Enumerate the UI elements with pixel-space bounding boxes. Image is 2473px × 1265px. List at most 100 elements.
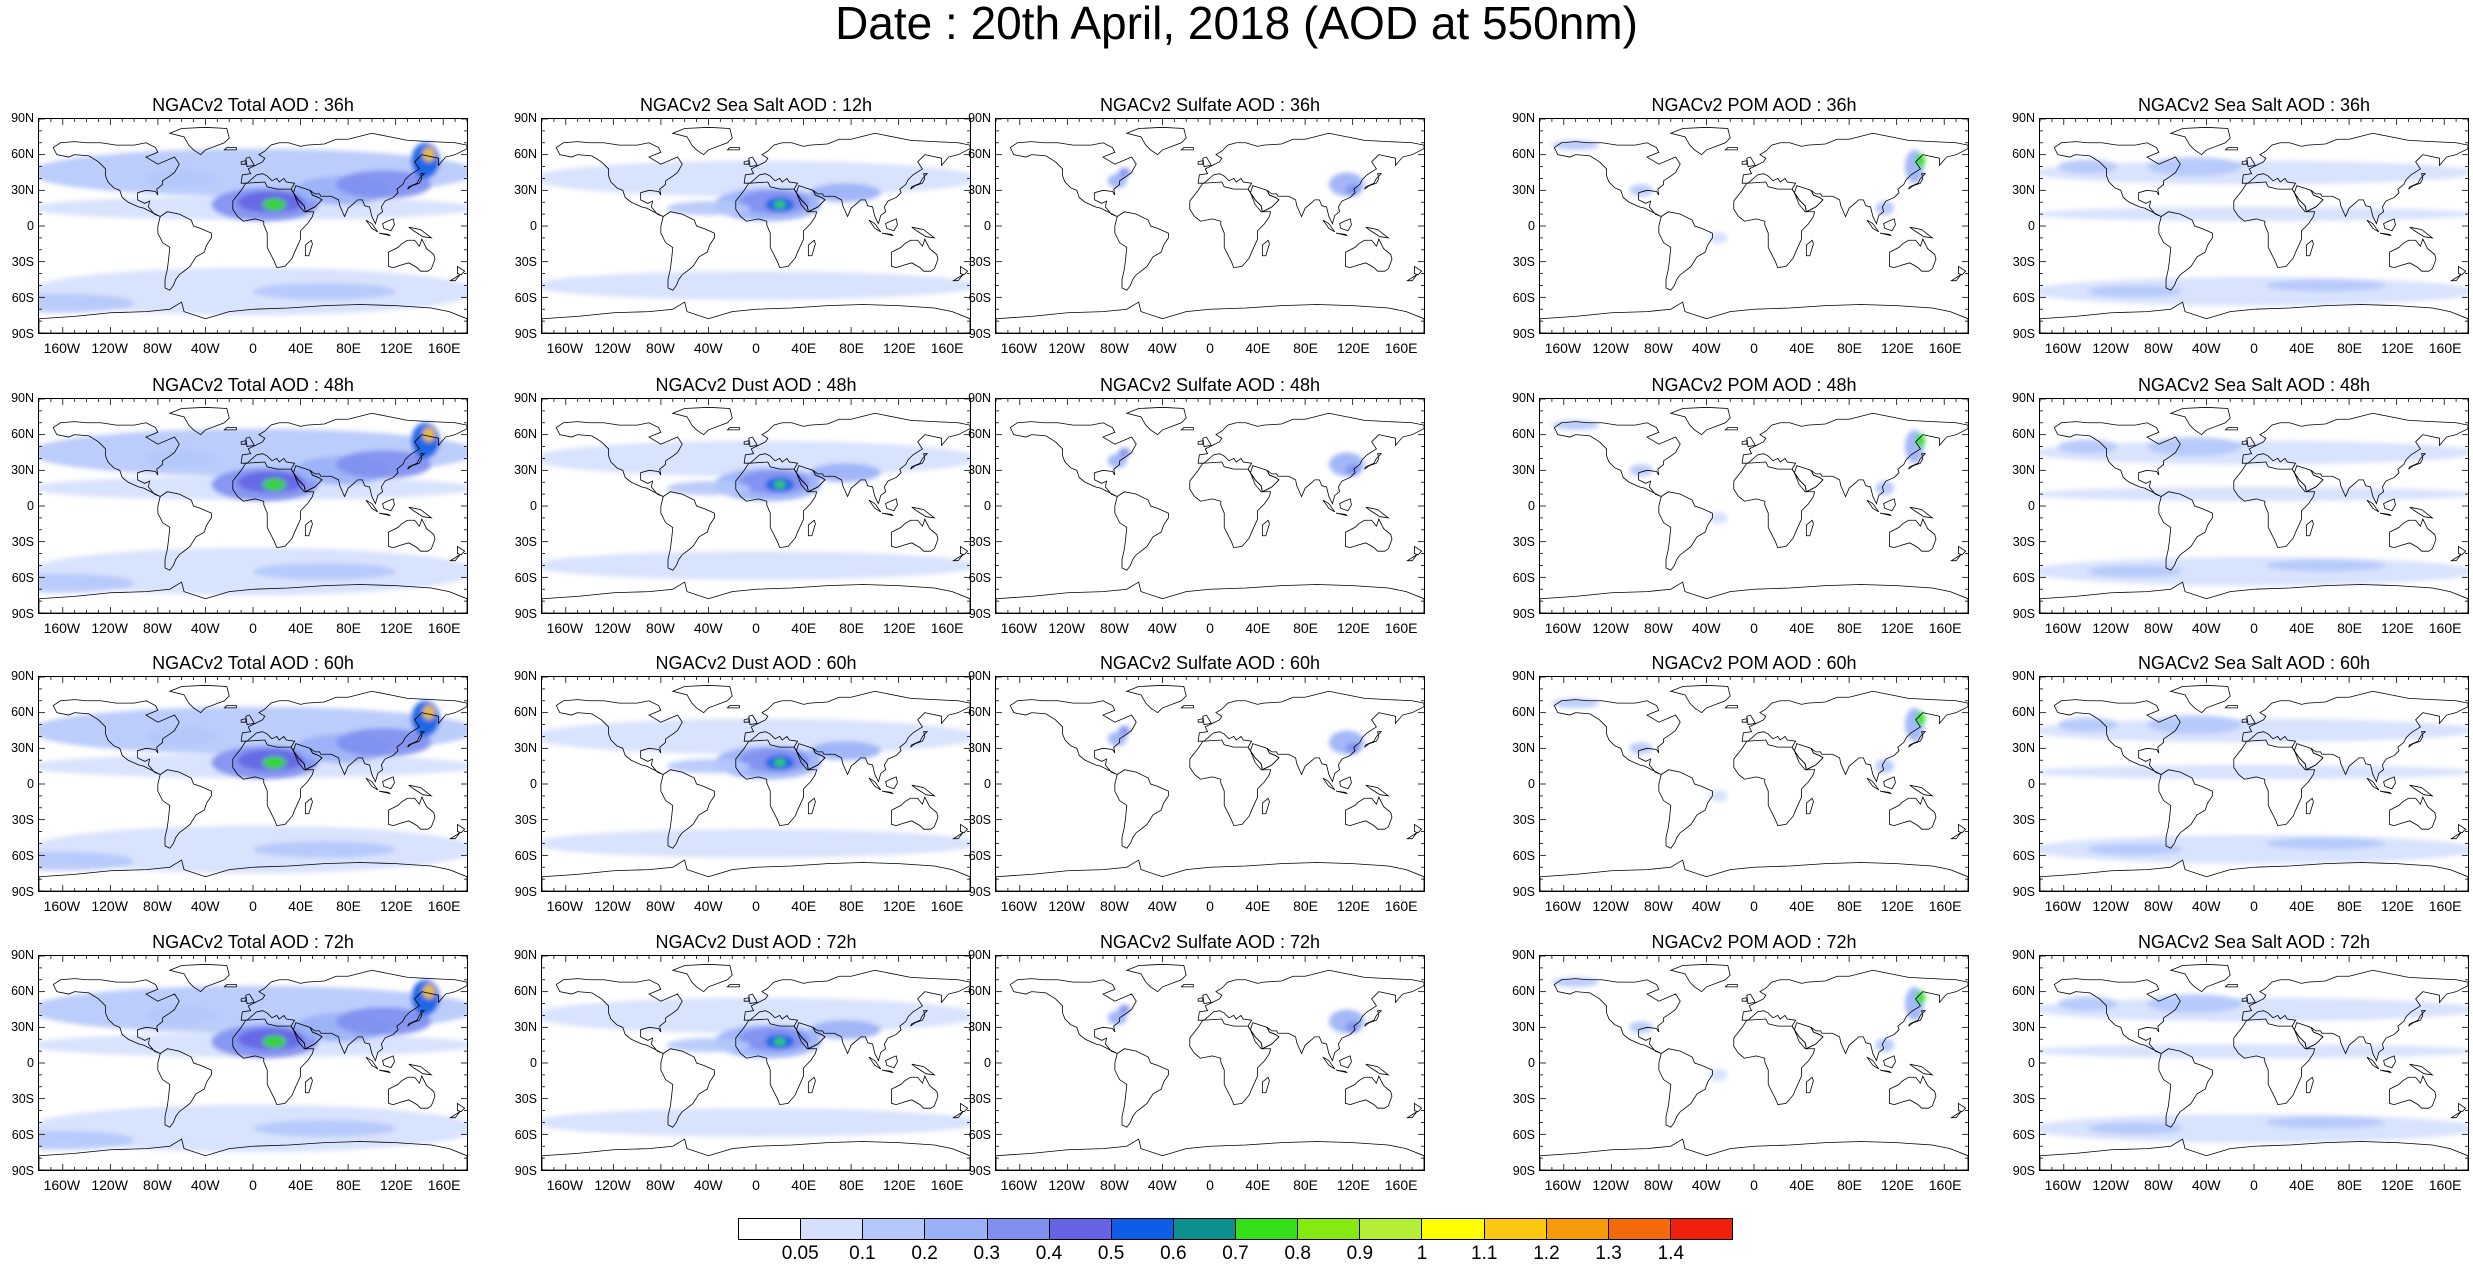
- coastlines: [542, 406, 970, 613]
- lon-tick-label: 120E: [1336, 340, 1370, 356]
- coastline: [2053, 421, 2181, 497]
- coastline: [1658, 769, 1713, 849]
- lon-tick-label: 40E: [1789, 1177, 1815, 1193]
- lon-tick-label: 160E: [427, 1177, 461, 1193]
- aod-field: [1551, 140, 1926, 244]
- aod-field: [1551, 977, 1926, 1081]
- lon-tick-label: 40E: [1245, 898, 1271, 914]
- coastline: [881, 790, 895, 795]
- lon-tick-label: 120W: [594, 340, 631, 356]
- coastline: [1335, 790, 1349, 795]
- coastline: [807, 797, 816, 815]
- coastline: [996, 301, 1424, 333]
- lat-tick-label: 30S: [11, 255, 34, 269]
- map-canvas: [996, 119, 1424, 333]
- coastline: [996, 1138, 1424, 1170]
- coastline: [2246, 156, 2256, 168]
- lat-tick-label: 60N: [514, 147, 537, 161]
- map-panel: NGACv2 Total AOD : 60h 90N 60N 30N 0 30S 60S 90…: [0, 650, 506, 916]
- world-map: [38, 118, 468, 334]
- aod-patch: [262, 1035, 287, 1048]
- coastline: [1658, 211, 1713, 291]
- coastline: [1540, 301, 1968, 333]
- coastline: [748, 436, 758, 448]
- aod-patch: [262, 756, 287, 769]
- aod-field: [542, 160, 970, 300]
- lon-tick-label: 160W: [2044, 1177, 2082, 1193]
- lat-tick-label: 0: [984, 219, 991, 233]
- coastline: [1889, 238, 1937, 272]
- coastline: [671, 406, 733, 436]
- colorbar-swatch: [1236, 1219, 1299, 1239]
- coastline: [2040, 859, 2468, 891]
- lat-tick-label: 30N: [2012, 1020, 2035, 1034]
- coastline: [2389, 796, 2437, 830]
- coastline: [240, 440, 247, 445]
- map-panel: NGACv2 Sulfate AOD : 48h 90N 60N 30N 0 30S 60S…: [957, 372, 1463, 638]
- coastline: [1879, 1069, 1893, 1074]
- aod-patch: [1875, 759, 1895, 774]
- aod-patch: [1107, 1010, 1127, 1025]
- coastline: [1364, 173, 1383, 190]
- lat-tick-label: 60N: [1512, 705, 1535, 719]
- axis-ticks: [542, 399, 970, 613]
- aod-patch: [1629, 742, 1653, 755]
- coastline: [1950, 832, 1962, 840]
- lon-tick-label: 160E: [427, 340, 461, 356]
- aod-patch: [666, 1038, 751, 1053]
- lon-tick-label: 120W: [1048, 340, 1085, 356]
- lat-tick-label: 30N: [2012, 741, 2035, 755]
- coastline: [1746, 156, 1756, 168]
- map-canvas: [2040, 956, 2468, 1170]
- coastline: [1669, 963, 1731, 993]
- colorbar-swatch: [1484, 1219, 1547, 1239]
- coastline: [891, 796, 939, 830]
- coastline: [1364, 1010, 1383, 1027]
- aod-patch: [262, 478, 287, 491]
- coastline: [1414, 265, 1423, 276]
- aod-patch: [1107, 173, 1127, 188]
- lat-tick-label: 0: [27, 1056, 34, 1070]
- coastline: [2366, 1056, 2380, 1070]
- colorbar-swatch: [801, 1219, 864, 1239]
- map-canvas: [996, 677, 1424, 891]
- coastline: [660, 491, 715, 571]
- aod-patch: [39, 1130, 135, 1150]
- coastline: [1733, 181, 1816, 269]
- coastline: [2389, 1075, 2437, 1109]
- lat-tick-label: 90S: [514, 607, 537, 621]
- map-canvas: [996, 956, 1424, 1170]
- aod-patch: [423, 427, 435, 442]
- lon-tick-label: 160E: [930, 340, 964, 356]
- coastline: [2053, 699, 2181, 775]
- coastline: [748, 993, 758, 1005]
- coastline: [1793, 465, 1824, 493]
- panel-title: NGACv2 POM AOD : 48h: [1651, 375, 1857, 395]
- lat-tick-label: 0: [27, 777, 34, 791]
- coastline: [168, 963, 230, 993]
- coastline: [232, 1018, 315, 1106]
- panel-title: NGACv2 Total AOD : 72h: [152, 932, 354, 952]
- map-canvas: [1540, 399, 1968, 613]
- lon-tick-label: 80E: [839, 1177, 864, 1193]
- coastline: [1406, 832, 1418, 840]
- lon-tick-label: 80W: [1100, 898, 1129, 914]
- coastline: [2169, 963, 2231, 993]
- coastline: [292, 1022, 323, 1050]
- axis-ticks: [996, 677, 1424, 891]
- lat-tick-label: 60N: [2012, 705, 2035, 719]
- coastline: [304, 797, 313, 815]
- coastline: [1733, 1018, 1816, 1106]
- lon-tick-label: 80W: [1100, 340, 1129, 356]
- aod-field: [542, 718, 970, 858]
- axis-ticks: [1540, 956, 1968, 1170]
- coastline: [378, 232, 392, 237]
- coastline: [2383, 498, 2396, 512]
- lat-tick-label: 60S: [2012, 571, 2035, 585]
- world-map: [541, 118, 971, 334]
- map-canvas: [542, 119, 970, 333]
- coastline: [1189, 461, 1272, 549]
- colorbar-swatch: [1298, 1219, 1361, 1239]
- world-map: [541, 676, 971, 892]
- lat-tick-label: 60S: [11, 291, 34, 305]
